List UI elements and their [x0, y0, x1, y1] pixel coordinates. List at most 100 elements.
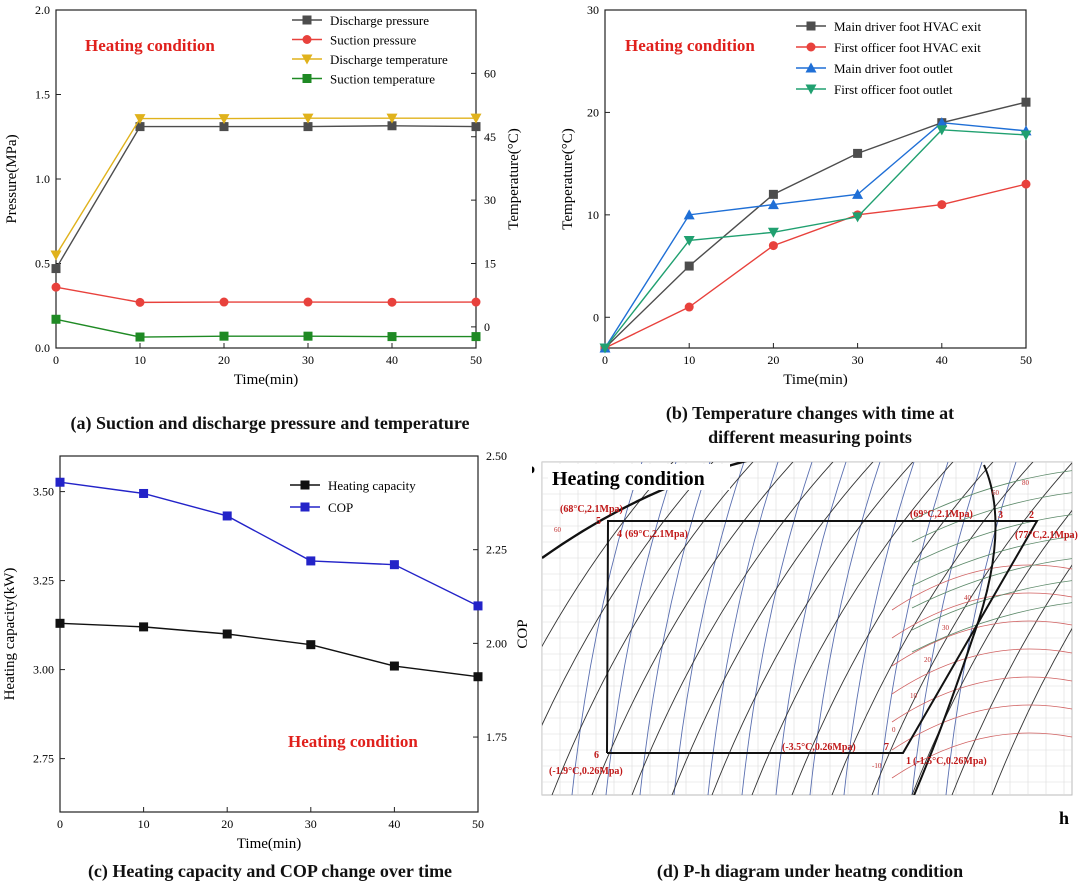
legend-label: Heating capacity	[328, 478, 416, 493]
x-axis-label: Time(min)	[234, 372, 298, 388]
isotherm-label: 0	[892, 726, 896, 734]
caption-d: (d) P-h diagram under heatng condition	[656, 861, 964, 881]
y-axis-label: Heating capacity(kW)	[2, 568, 18, 701]
data-point-suction-pressure	[471, 297, 481, 307]
isochore-line	[891, 676, 1072, 723]
x-tick-label: 0	[53, 353, 59, 367]
saturated-vapor-line	[913, 464, 997, 795]
isentrope-line	[673, 462, 745, 795]
data-point-first-officer-foot-outlet	[599, 343, 611, 354]
y-tick-label: 1.0	[35, 172, 50, 186]
y-axis-label: Pressure(MPa)	[4, 134, 20, 223]
data-point-cop	[139, 488, 149, 498]
isentrope-line	[877, 462, 949, 795]
isotherm-line	[831, 462, 1034, 795]
x-tick-label: 40	[386, 353, 398, 367]
chart-a: 0 10 20 30 40 50 0.0 0.5 1.0 1.5 2.0 0 15 30 45 60 Time(…	[4, 3, 522, 388]
data-point-heating-capacity	[139, 622, 149, 632]
state-point-number: 1	[906, 756, 911, 767]
data-point-suction-temperature	[51, 314, 61, 324]
isotherm-label: 80	[1022, 479, 1030, 487]
caption-b-line2: different measuring points	[708, 427, 912, 447]
series-line-main-driver-foot-hvac-exit	[604, 101, 1027, 349]
series-line-first-officer-foot-hvac-exit	[604, 183, 1027, 349]
state-point-number: 3	[998, 510, 1003, 521]
state-point-number: 2	[1029, 510, 1034, 521]
isotherm-label: 30	[942, 624, 950, 632]
data-point-suction-pressure	[135, 297, 145, 307]
data-point-discharge-temperature	[386, 113, 398, 124]
y-right-tick-label: 1.75	[486, 730, 507, 744]
series-line-discharge-temperature	[55, 117, 476, 256]
series-line-suction-pressure	[55, 286, 477, 304]
legend-marker	[806, 42, 816, 52]
legend-label: Main driver foot HVAC exit	[834, 19, 981, 34]
isotherm-line	[631, 462, 834, 795]
data-point-first-officer-foot-outlet	[936, 125, 948, 136]
data-point-suction-pressure	[303, 297, 313, 307]
y-right-axis-label: COP	[515, 619, 531, 648]
x-tick-label: 10	[683, 353, 695, 367]
y-tick-label: 3.25	[33, 574, 54, 588]
x-tick-label: 30	[302, 353, 314, 367]
isotherm-label: 60	[992, 489, 1000, 497]
state-point-number: 6	[594, 750, 599, 761]
data-point-suction-pressure	[387, 297, 397, 307]
legend-marker	[302, 74, 312, 83]
y-tick-label: 0.5	[35, 257, 50, 271]
legend-label: First officer foot outlet	[834, 82, 953, 97]
state-point-label: (69°C,2.1Mpa)	[625, 529, 688, 540]
data-point-main-driver-foot-outlet	[767, 199, 779, 210]
y-tick-label: 2.75	[33, 752, 54, 766]
data-point-suction-pressure	[219, 297, 229, 307]
x-tick-label: 10	[134, 353, 146, 367]
state-point-number: 7	[884, 742, 889, 753]
data-point-main-driver-foot-outlet	[683, 209, 695, 220]
ph-title: Heating condition	[552, 468, 705, 490]
data-point-discharge-pressure	[219, 122, 229, 132]
y-axis-label: Temperature(°C)	[560, 128, 576, 230]
data-point-discharge-temperature	[134, 114, 146, 125]
y-tick-label: 10	[587, 208, 599, 222]
isotherm-label: -10	[872, 762, 882, 770]
data-point-main-driver-foot-hvac-exit	[1021, 97, 1031, 107]
data-point-main-driver-foot-hvac-exit	[684, 261, 694, 271]
isotherm-line	[542, 462, 674, 648]
x-tick-label: 40	[936, 353, 948, 367]
data-point-cop	[306, 556, 316, 566]
data-point-first-officer-foot-outlet	[1020, 130, 1032, 141]
data-point-heating-capacity	[55, 618, 65, 628]
data-point-heating-capacity	[473, 672, 483, 682]
data-point-discharge-temperature	[470, 113, 482, 124]
ph-title-bg	[548, 464, 730, 490]
heating-condition-annotation: Heating condition	[85, 36, 215, 55]
data-point-first-officer-foot-hvac-exit	[937, 200, 947, 210]
isotherm-line	[991, 627, 1072, 795]
data-point-main-driver-foot-outlet	[852, 188, 864, 199]
legend-label: Suction pressure	[330, 33, 417, 48]
x-tick-label: 30	[305, 817, 317, 831]
chart-c: 0 10 20 30 40 50 2.75 3.00 3.25 3.50 1.75 2.00 2.25 2…	[2, 449, 531, 852]
entropy-line	[911, 492, 1072, 543]
y-tick-label: 1.5	[35, 88, 50, 102]
isotherm-line	[911, 509, 1072, 795]
data-point-first-officer-foot-hvac-exit	[1021, 179, 1031, 189]
legend-marker	[300, 480, 310, 490]
x-tick-label: 20	[221, 817, 233, 831]
data-point-discharge-pressure	[135, 122, 145, 132]
refrigeration-cycle-path	[606, 520, 1039, 754]
isochore-line	[891, 620, 1072, 667]
caption-b-line1: (b) Temperature changes with time at	[665, 403, 955, 423]
series-line-discharge-pressure	[55, 125, 477, 269]
entropy-line	[911, 602, 1072, 653]
data-point-suction-temperature	[471, 332, 481, 342]
data-point-first-officer-foot-outlet	[683, 235, 695, 246]
y-right-tick-label: 0	[484, 320, 490, 334]
data-point-first-officer-foot-outlet	[852, 212, 864, 223]
ph-background	[541, 461, 1073, 796]
y-tick-label: 3.00	[33, 663, 54, 677]
x-tick-label: 50	[470, 353, 482, 367]
entropy-line	[911, 514, 1072, 565]
isentrope-line	[809, 462, 881, 795]
data-point-suction-temperature	[135, 332, 145, 342]
